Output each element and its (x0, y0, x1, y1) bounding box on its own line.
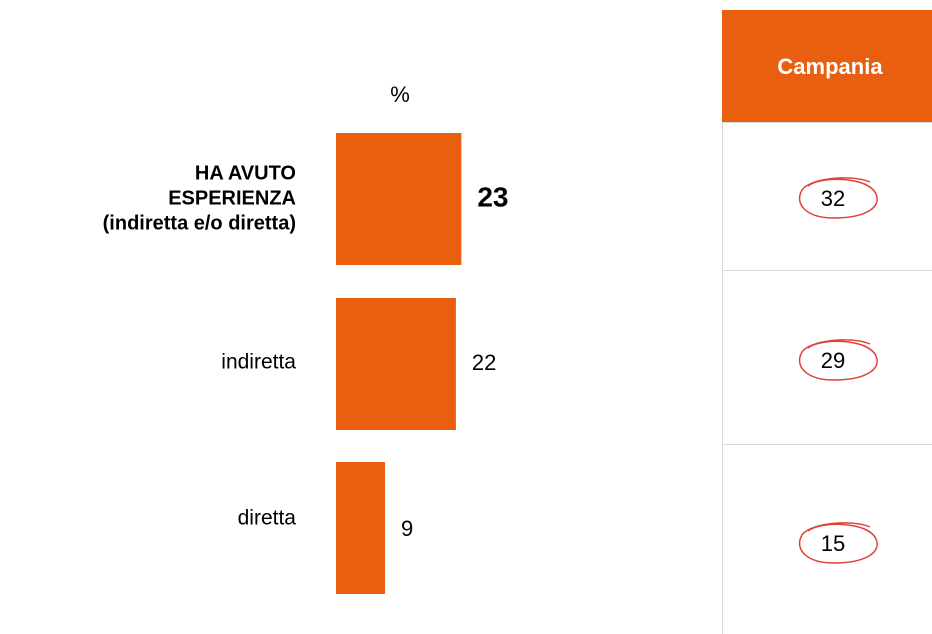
bar (336, 133, 462, 265)
category-label: diretta (237, 506, 296, 530)
table-header-bg (722, 10, 932, 122)
table-cell: 29 (821, 348, 845, 373)
table-cell: 15 (821, 531, 845, 556)
hand-circle (798, 177, 878, 219)
hand-circle (798, 339, 878, 381)
table-header: Campania (777, 54, 883, 79)
unit-label: % (390, 82, 410, 107)
hand-circle (798, 522, 878, 564)
category-label: HA AVUTO ESPERIENZA (indiretta e/o diret… (102, 162, 296, 235)
value-label: 9 (401, 516, 413, 541)
value-label: 22 (472, 350, 496, 375)
bar (336, 298, 456, 430)
value-label: 23 (477, 181, 508, 212)
category-label: indiretta (221, 350, 296, 374)
table-cell: 32 (821, 186, 845, 211)
bar (336, 462, 386, 594)
